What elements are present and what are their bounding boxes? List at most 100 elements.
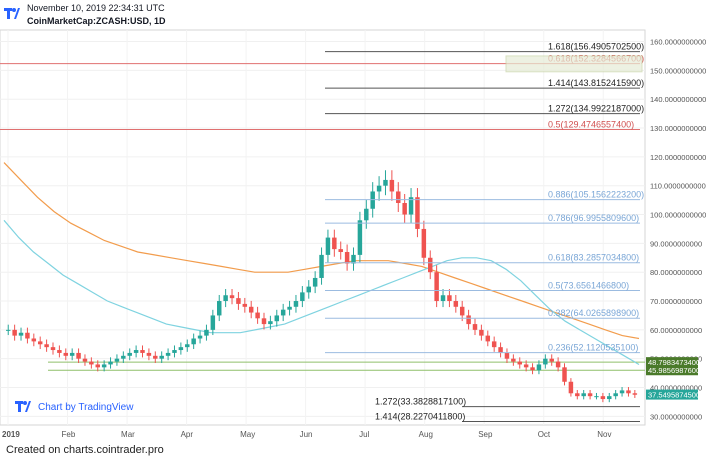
candle-body [204,329,209,336]
candle-body [165,352,171,356]
candle-body [459,306,465,316]
candle-body [197,335,203,339]
fib-level-label: 0.382(64.0265898900) [548,308,639,318]
y-tick-label: 150.0000000000 [650,66,706,75]
candle-body [159,355,164,359]
y-tick-label: 40.0000000000 [650,384,702,393]
candle-body [389,179,395,192]
candle-body [472,324,478,330]
price-badge [646,365,698,376]
y-tick-label: 120.0000000000 [650,153,706,162]
candle-body [453,301,459,307]
candle-body [402,202,407,215]
candle-body [37,341,43,345]
candle-body [12,329,17,336]
candle-body [178,347,184,351]
chart-date: November 10, 2019 22:34:31 UTC [27,3,165,13]
candle-body [479,329,484,336]
x-tick-label: Jun [300,430,313,439]
fib-level-label: 0.886(105.1562223200) [548,190,644,200]
candle-body [31,338,37,342]
candle-body [50,347,56,351]
candle-body [153,355,158,359]
candle-body [95,364,100,368]
candle-body [575,393,580,397]
candle-body [261,318,267,325]
candle-body [223,295,228,302]
price-badge [646,389,698,400]
x-tick-label: Apr [181,430,194,439]
candle-body [619,390,625,394]
candle-body [57,350,62,353]
candle-body [255,312,260,319]
x-tick-label: Nov [597,430,611,439]
x-tick-label: 2019 [2,430,20,439]
candle-body [217,301,222,316]
y-tick-label: 80.0000000000 [650,268,702,277]
candle-body [383,179,388,186]
candle-body [485,335,491,342]
candle-body [76,352,81,359]
candle-body [613,393,618,397]
candle-body [332,237,337,250]
chart-symbol: CoinMarketCap:ZCASH:USD, 1D [27,16,166,26]
candle-body [511,358,516,362]
tradingview-logo-icon [3,6,21,20]
x-tick-label: Aug [419,430,433,439]
y-tick-label: 90.0000000000 [650,239,702,248]
candle-body [306,286,311,293]
candle-body [562,367,567,382]
candle-body [415,197,420,229]
candle-body [280,309,286,316]
candle-body [421,228,427,258]
price-badge [646,357,698,368]
x-tick-label: Jul [359,430,369,439]
candle-body [185,344,190,348]
candle-body [626,390,631,394]
candle-body [69,352,75,356]
candle-body [293,301,299,307]
candle-body [101,364,107,368]
candle-body [344,252,350,264]
tradingview-watermark[interactable]: Chart by TradingView [14,399,133,416]
ma-short-line [3,219,640,366]
candle-body [300,292,305,302]
y-tick-label: 70.0000000000 [650,297,702,306]
candle-body [236,298,241,304]
candle-body [114,358,120,362]
y-tick-label: 60.0000000000 [650,326,702,335]
x-tick-label: Sep [478,430,493,439]
candle-body [18,332,24,336]
y-tick-label: 30.0000000000 [650,412,702,421]
candle-body [440,295,446,302]
candle-body [172,350,177,353]
candle-body [287,306,292,310]
y-tick-label: 100.0000000000 [650,211,706,220]
candle-body [466,315,471,325]
tradingview-icon [14,399,32,416]
fib-level-label: 1.272(134.9922187000) [548,104,644,114]
candle-body [632,393,638,395]
candle-body [447,295,452,302]
candle-body [338,249,343,253]
candle-body [543,358,548,365]
candle-body [530,367,535,371]
candle-body [229,295,235,299]
candle-body [357,220,363,255]
candle-body [6,329,11,331]
price-badge-label: 37.5495874500 [648,391,700,400]
fib-zone-box [505,55,643,73]
candle-body [210,315,216,330]
candle-body [242,303,248,307]
candle-body [25,332,30,339]
candle-body [44,344,49,348]
fib-level-label: 1.618(156.4905702500) [548,42,644,52]
candle-body [607,396,612,400]
x-tick-label: Mar [121,430,135,439]
candle-body [82,358,88,362]
candle-body [127,352,132,356]
candle-body [248,306,254,313]
candle-body [568,381,574,394]
candle-body [581,393,586,397]
